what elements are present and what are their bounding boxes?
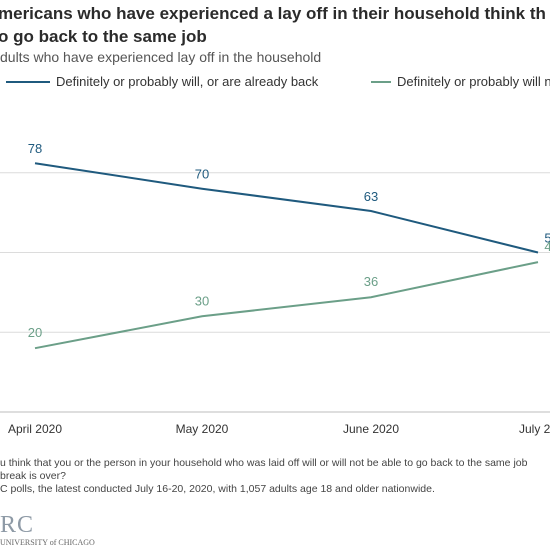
data-label: 36: [364, 274, 378, 289]
footnote-question-line1: u think that you or the person in your h…: [0, 457, 528, 469]
logo-mark: RC: [0, 512, 35, 538]
x-tick-label: July 20: [519, 422, 550, 436]
data-label: 30: [195, 293, 209, 308]
data-label: 70: [195, 167, 209, 182]
footnote-source: C polls, the latest conducted July 16-20…: [0, 483, 435, 495]
data-label: 5: [544, 231, 550, 246]
legend-item-will-not: Definitely or probably will no: [371, 74, 550, 89]
chart-legend: Definitely or probably will, or are alre…: [0, 74, 550, 94]
organization-logo: RC UNIVERSITY of CHICAGO: [0, 513, 95, 547]
legend-item-will: Definitely or probably will, or are alre…: [6, 74, 318, 89]
logo-subtitle: UNIVERSITY of CHICAGO: [0, 538, 95, 547]
legend-swatch-will: [6, 80, 50, 83]
footnote-question-line2: break is over?: [0, 470, 66, 482]
chart-title: mericans who have experienced a lay off …: [0, 2, 550, 48]
title-line-2: o go back to the same job: [0, 27, 207, 46]
title-line-1: mericans who have experienced a lay off …: [0, 4, 546, 23]
legend-swatch-will-not: [371, 80, 391, 83]
legend-label-will: Definitely or probably will, or are alre…: [56, 74, 319, 89]
x-tick-label: April 2020: [8, 422, 62, 436]
data-label: 78: [28, 141, 42, 156]
legend-label-will-not: Definitely or probably will no: [397, 74, 550, 89]
x-tick-label: June 2020: [343, 422, 399, 436]
x-tick-label: May 2020: [176, 422, 229, 436]
series-line-will-not: [34, 261, 539, 350]
data-label: 63: [364, 189, 378, 204]
data-label: 20: [28, 325, 42, 340]
chart-subtitle: dults who have experienced lay off in th…: [0, 49, 322, 65]
data-label: 4: [544, 239, 550, 254]
footnotes: u think that you or the person in your h…: [0, 457, 550, 496]
series-line-will: [34, 162, 539, 254]
